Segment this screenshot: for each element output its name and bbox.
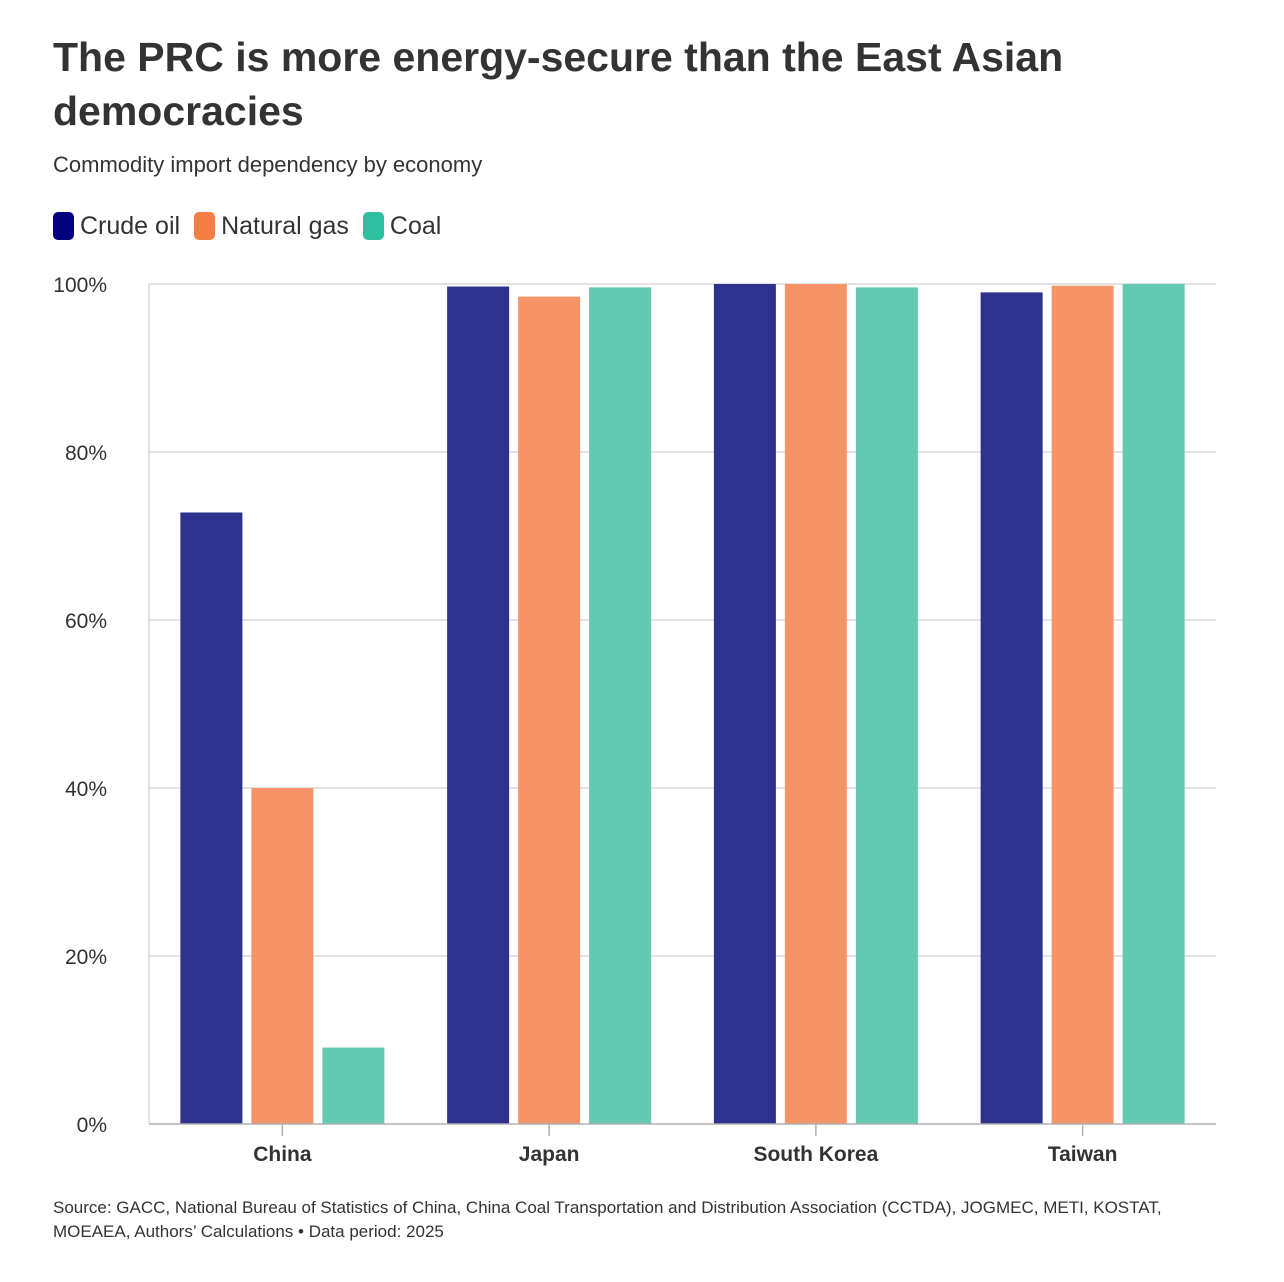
bar-chart: 0% 20% 40% 60% 80% 100% China Japan South Korea T… bbox=[53, 274, 1216, 1166]
legend-label-natural-gas: Natural gas bbox=[221, 212, 349, 240]
y-tick-label-40: 40% bbox=[65, 778, 107, 801]
bar-japan-natural-gas bbox=[518, 296, 581, 1125]
bar-china-coal bbox=[322, 1047, 385, 1124]
chart-subtitle: Commodity import dependency by economy bbox=[53, 152, 483, 177]
legend-swatch-coal bbox=[362, 212, 384, 240]
bar-taiwan-natural-gas bbox=[1051, 285, 1114, 1124]
legend: Crude oil Natural gas Coal bbox=[53, 210, 455, 242]
y-tick-label-100: 100% bbox=[53, 274, 107, 297]
bar-south-korea-natural-gas bbox=[784, 284, 847, 1124]
y-tick-label-60: 60% bbox=[65, 610, 107, 633]
y-tick-label-20: 20% bbox=[65, 946, 107, 969]
legend-swatch-natural-gas bbox=[194, 212, 216, 240]
bar-taiwan-coal bbox=[1122, 284, 1185, 1124]
chart-title: The PRC is more energy-secure than the E… bbox=[53, 34, 1064, 134]
legend-label-coal: Coal bbox=[389, 212, 442, 240]
x-tick-label-japan: Japan bbox=[519, 1143, 580, 1166]
bar-japan-crude-oil bbox=[447, 286, 510, 1124]
legend-label-crude-oil: Crude oil bbox=[80, 212, 181, 240]
bar-taiwan-crude-oil bbox=[980, 292, 1043, 1124]
y-tick-label-80: 80% bbox=[65, 442, 107, 465]
legend-item-coal: Coal bbox=[362, 210, 442, 242]
legend-swatch-crude-oil bbox=[53, 212, 74, 240]
x-tick-label-south-korea: South Korea bbox=[753, 1143, 878, 1166]
x-tick-label-china: China bbox=[253, 1143, 312, 1166]
bar-japan-coal bbox=[589, 287, 652, 1124]
x-tick-label-taiwan: Taiwan bbox=[1048, 1143, 1118, 1166]
source-note: Source: GACC, National Bureau of Statist… bbox=[53, 1198, 1162, 1241]
bar-south-korea-crude-oil bbox=[713, 284, 776, 1124]
legend-item-crude-oil: Crude oil bbox=[53, 210, 180, 242]
y-tick-label-0: 0% bbox=[77, 1114, 107, 1137]
legend-item-natural-gas: Natural gas bbox=[194, 210, 349, 242]
bar-china-crude-oil bbox=[180, 512, 243, 1124]
bar-china-natural-gas bbox=[251, 788, 314, 1124]
bar-south-korea-coal bbox=[855, 287, 918, 1124]
